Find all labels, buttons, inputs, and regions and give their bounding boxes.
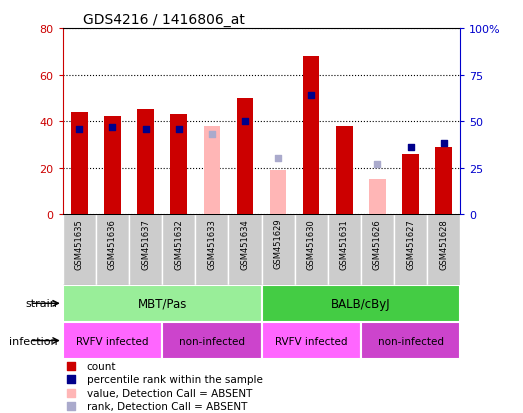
Point [66, 363, 75, 369]
Bar [262, 322, 361, 359]
Text: non-infected: non-infected [179, 336, 245, 346]
Bar [137, 110, 154, 215]
Point [108, 124, 117, 131]
Text: GSM451630: GSM451630 [306, 218, 316, 269]
Bar [71, 112, 87, 215]
Point [175, 126, 183, 133]
Bar [63, 322, 162, 359]
Text: infection: infection [9, 336, 58, 346]
Text: RVFV infected: RVFV infected [76, 336, 149, 346]
Bar [303, 57, 320, 215]
Bar [262, 215, 294, 285]
Text: GSM451629: GSM451629 [274, 218, 282, 269]
Text: GSM451628: GSM451628 [439, 218, 448, 269]
Text: count: count [87, 361, 116, 371]
Bar [294, 215, 328, 285]
Text: GSM451631: GSM451631 [340, 218, 349, 269]
Bar [170, 115, 187, 215]
Bar [236, 99, 253, 215]
Point [307, 93, 315, 99]
Bar [63, 285, 262, 322]
Point [373, 161, 382, 168]
Point [66, 376, 75, 383]
Point [274, 156, 282, 162]
Point [439, 141, 448, 147]
Bar [361, 322, 460, 359]
Text: GSM451627: GSM451627 [406, 218, 415, 269]
Point [406, 145, 415, 151]
Point [141, 126, 150, 133]
Bar [328, 215, 361, 285]
Text: GSM451637: GSM451637 [141, 218, 150, 269]
Bar [394, 215, 427, 285]
Bar [96, 215, 129, 285]
Text: strain: strain [26, 299, 58, 309]
Bar [162, 322, 262, 359]
Bar [427, 215, 460, 285]
Bar [361, 215, 394, 285]
Text: BALB/cByJ: BALB/cByJ [331, 297, 391, 310]
Bar [162, 215, 195, 285]
Text: GSM451626: GSM451626 [373, 218, 382, 269]
Bar [402, 154, 419, 215]
Bar [270, 171, 287, 215]
Text: GSM451635: GSM451635 [75, 218, 84, 269]
Text: RVFV infected: RVFV infected [275, 336, 347, 346]
Bar [195, 215, 229, 285]
Text: non-infected: non-infected [378, 336, 444, 346]
Text: GSM451632: GSM451632 [174, 218, 183, 269]
Text: GDS4216 / 1416806_at: GDS4216 / 1416806_at [83, 12, 245, 26]
Point [66, 403, 75, 410]
Text: GSM451634: GSM451634 [241, 218, 249, 269]
Bar [63, 215, 96, 285]
Text: percentile rank within the sample: percentile rank within the sample [87, 375, 263, 385]
Point [75, 126, 84, 133]
Point [241, 119, 249, 125]
Text: GSM451633: GSM451633 [207, 218, 217, 269]
Bar [229, 215, 262, 285]
Point [66, 389, 75, 396]
Text: rank, Detection Call = ABSENT: rank, Detection Call = ABSENT [87, 401, 247, 411]
Text: GSM451636: GSM451636 [108, 218, 117, 269]
Point [208, 131, 216, 138]
Text: value, Detection Call = ABSENT: value, Detection Call = ABSENT [87, 388, 252, 398]
Bar [203, 126, 220, 215]
Bar [262, 285, 460, 322]
Bar [369, 180, 385, 215]
Bar [104, 117, 121, 215]
Bar [336, 126, 353, 215]
Bar [129, 215, 162, 285]
Bar [435, 147, 452, 215]
Text: MBT/Pas: MBT/Pas [138, 297, 187, 310]
